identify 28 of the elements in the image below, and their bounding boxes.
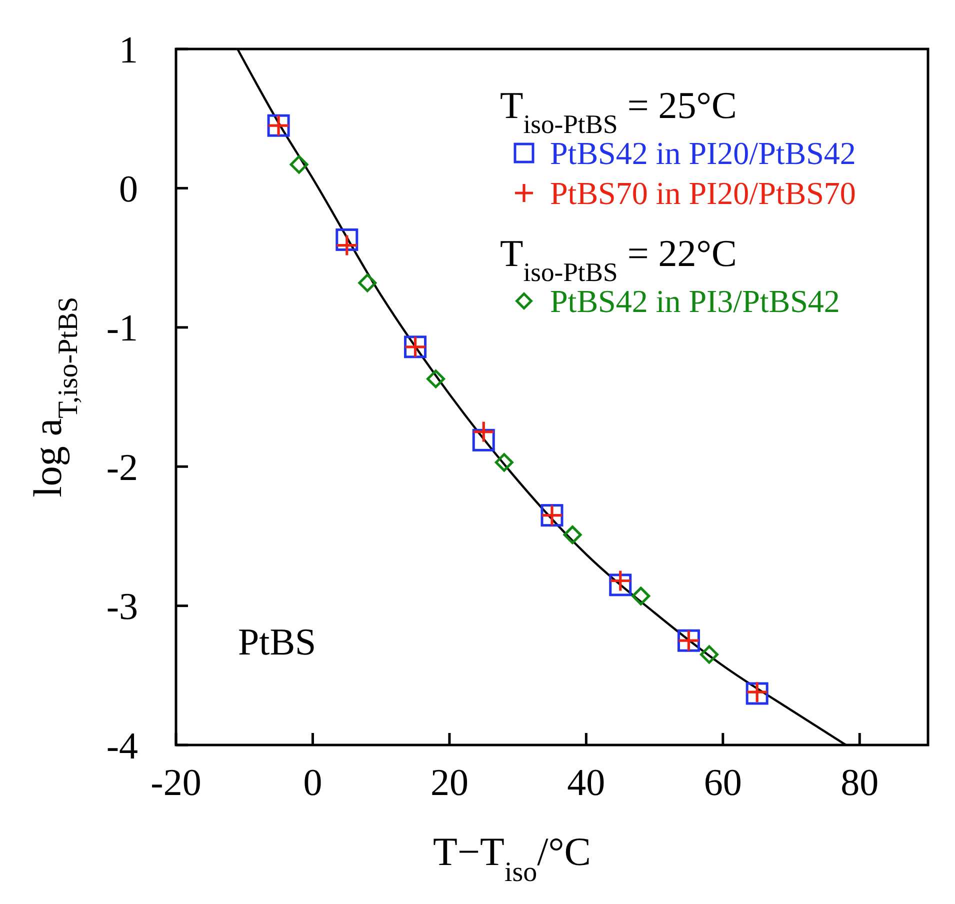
y-tick-label: -1 (106, 308, 138, 350)
legend-label: PtBS70 in PI20/PtBS70 (550, 175, 856, 211)
point (290, 155, 308, 174)
y-tick-label: -4 (106, 725, 138, 768)
point (336, 235, 357, 256)
point (358, 274, 377, 292)
point (610, 570, 630, 591)
y-tick-label: -2 (106, 446, 138, 489)
y-tick-label: 0 (119, 168, 138, 210)
point (609, 574, 632, 596)
point (426, 370, 446, 388)
annotation: PtBS (238, 622, 316, 664)
point (700, 645, 718, 664)
point (632, 586, 650, 606)
x-axis-title: T−T$_{iso}$/°C (433, 829, 591, 888)
point (336, 228, 358, 251)
x-tick-label: 0 (303, 762, 322, 804)
x-tick-label: 60 (704, 762, 742, 804)
x-tick-label: 80 (840, 762, 879, 804)
y-tick-label: 1 (119, 29, 138, 72)
x-tick-label: 40 (567, 762, 606, 804)
y-tick-label: -3 (106, 586, 138, 628)
point (563, 526, 582, 544)
x-tick-label: -20 (150, 762, 202, 804)
point (474, 422, 494, 442)
point (472, 428, 495, 452)
x-tick-label: 20 (430, 762, 468, 804)
point (494, 453, 514, 472)
